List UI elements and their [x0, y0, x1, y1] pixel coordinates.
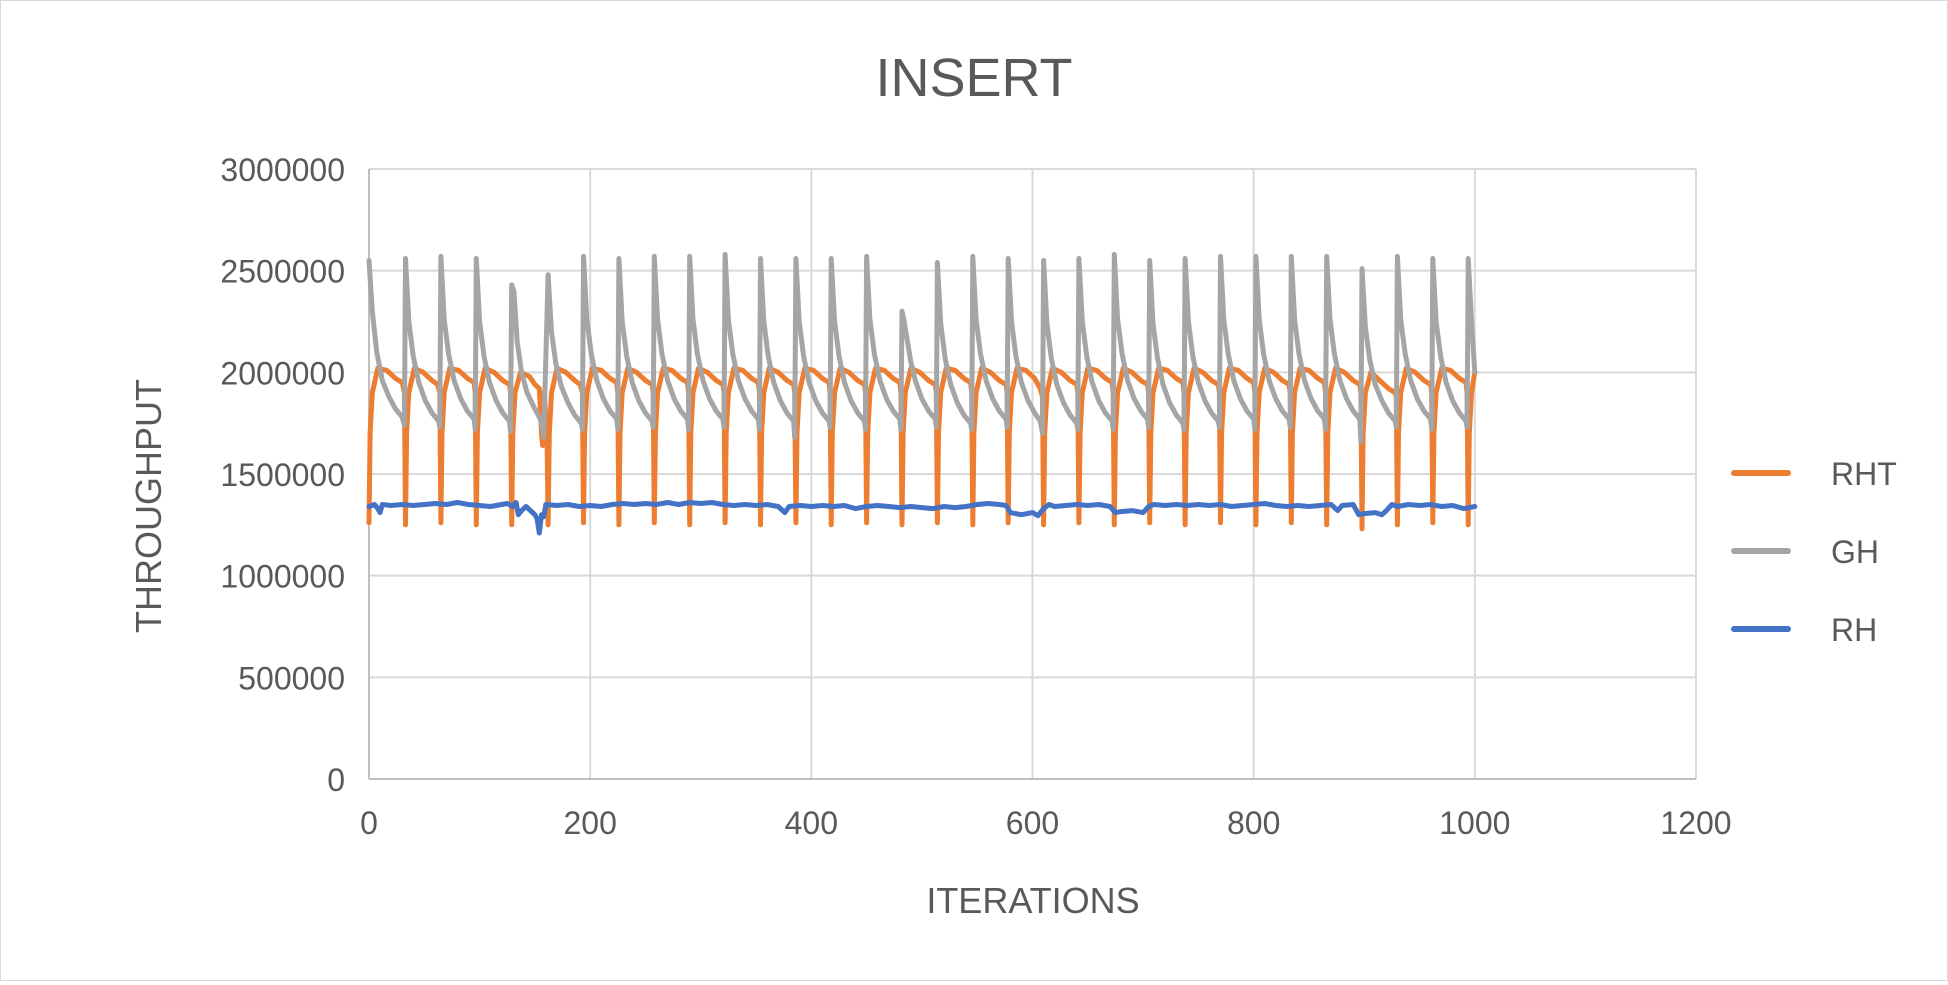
y-tick-label: 2000000 [220, 355, 345, 391]
y-tick-label: 2500000 [220, 254, 345, 290]
x-axis-label: ITERATIONS [926, 880, 1139, 921]
y-tick-label: 1000000 [220, 559, 345, 595]
y-tick-label: 1500000 [220, 457, 345, 493]
y-tick-label: 0 [327, 762, 345, 798]
x-tick-label: 200 [563, 805, 616, 841]
x-tick-label: 1000 [1439, 805, 1510, 841]
legend-label-gh: GH [1831, 534, 1879, 570]
x-tick-label: 0 [360, 805, 378, 841]
chart-title: INSERT [875, 48, 1072, 108]
series-line-gh [366, 251, 1478, 444]
y-tick-label: 500000 [238, 660, 345, 696]
series-line-rh [366, 500, 1478, 536]
legend: RHT GH RH [1731, 456, 1897, 648]
gridlines [368, 168, 1697, 780]
legend-label-rht: RHT [1831, 456, 1897, 492]
x-tick-label: 600 [1006, 805, 1059, 841]
series-lines [366, 251, 1478, 536]
axis-tick-labels: 0 500000 1000000 1500000 2000000 2500000 30000… [220, 152, 1731, 841]
x-tick-label: 400 [785, 805, 838, 841]
x-tick-label: 800 [1227, 805, 1280, 841]
y-axis-label: THROUGHPUT [128, 379, 169, 633]
y-tick-label: 3000000 [220, 152, 345, 188]
x-tick-label: 1200 [1660, 805, 1731, 841]
legend-label-rh: RH [1831, 612, 1877, 648]
